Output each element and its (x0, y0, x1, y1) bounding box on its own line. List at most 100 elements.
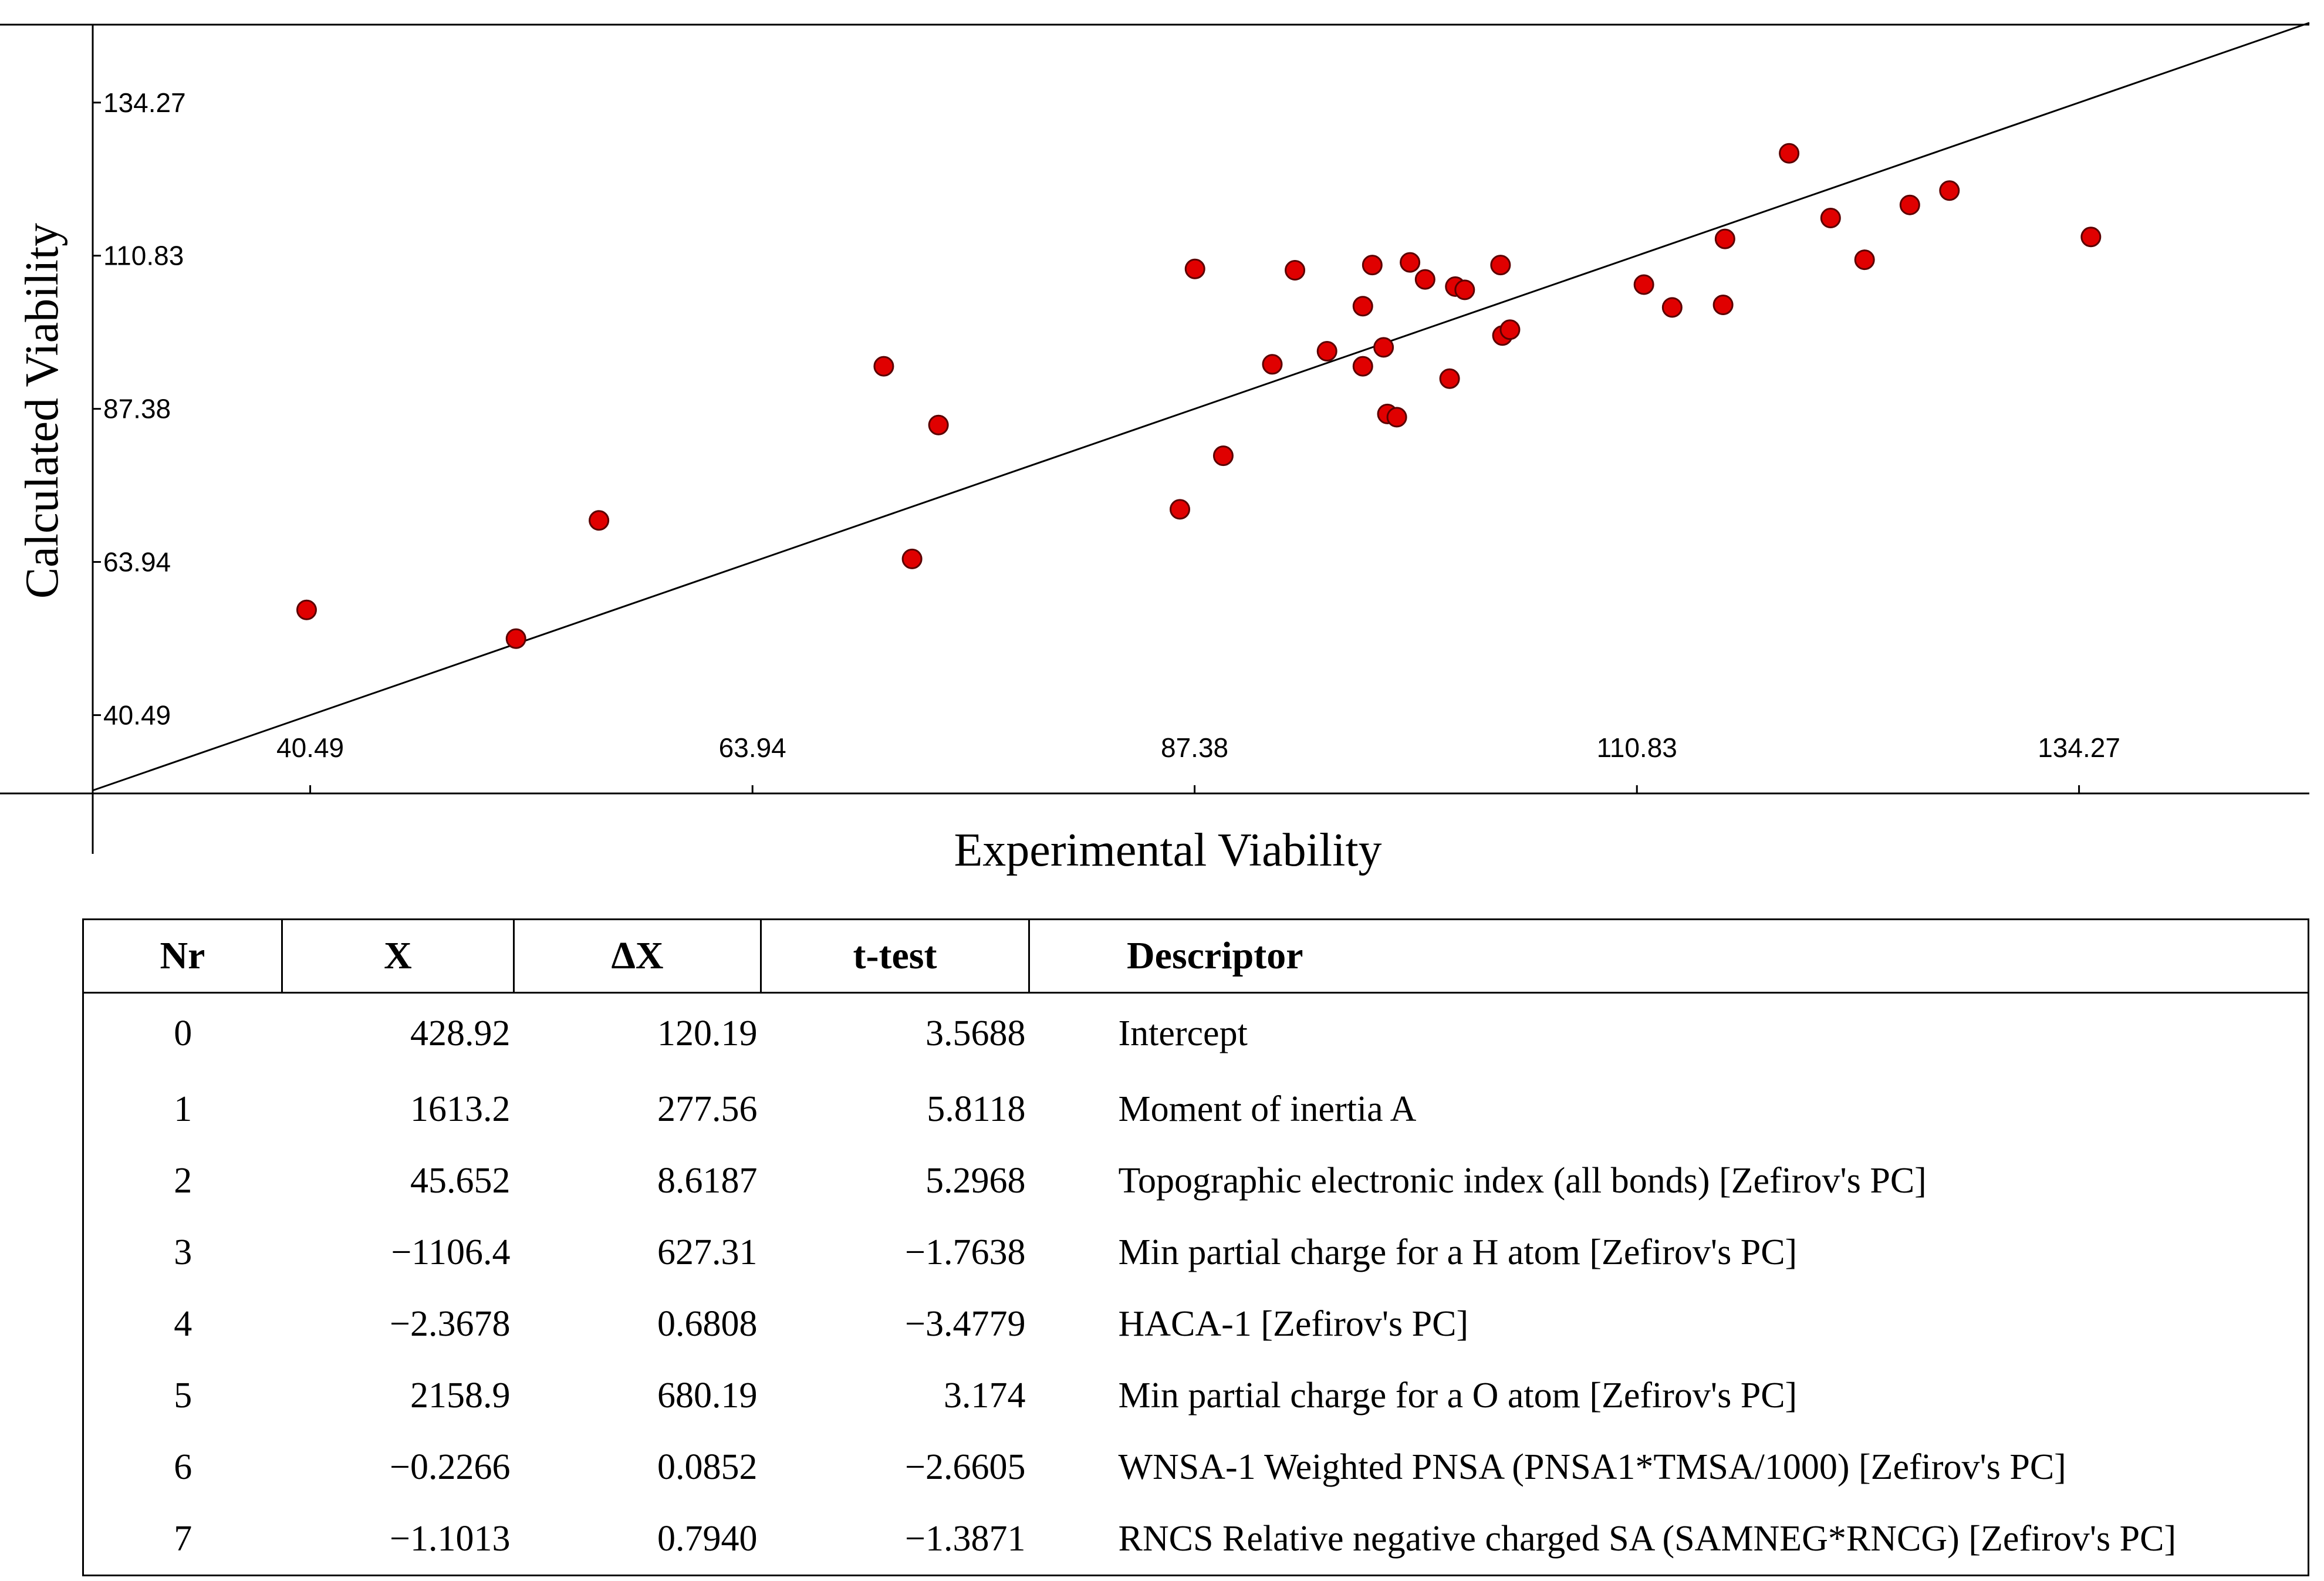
data-point (1820, 207, 1841, 228)
data-point (505, 628, 526, 649)
cell-x: 45.652 (410, 1160, 511, 1201)
scatter-chart: 40.49 63.94 87.38 110.83 134.27 40.49 63.94 87.… (0, 22, 2310, 876)
cell-descriptor: Min partial charge for a O atom [Zefirov… (1118, 1375, 1798, 1416)
data-point (1661, 297, 1683, 318)
cell-descriptor: Topographic electronic index (all bonds)… (1118, 1160, 1927, 1201)
y-tick-label: 134.27 (103, 87, 186, 118)
cell-x: −2.3678 (390, 1303, 511, 1344)
data-point (873, 356, 894, 377)
cell-t-test: −2.6605 (905, 1447, 1026, 1487)
data-point (1633, 274, 1654, 295)
cell-delta-x: 680.19 (657, 1375, 758, 1416)
cell-nr: 2 (174, 1160, 192, 1201)
y-tick-label: 110.83 (103, 241, 184, 271)
cell-delta-x: 0.7940 (657, 1518, 758, 1559)
cell-x: −1.1013 (390, 1518, 511, 1559)
x-tick-label: 110.83 (1597, 732, 1677, 763)
cell-descriptor: Moment of inertia A (1118, 1089, 1417, 1129)
cell-delta-x: 120.19 (657, 1013, 758, 1053)
data-point (1212, 445, 1234, 467)
data-point (1352, 356, 1373, 377)
cell-descriptor: Min partial charge for a H atom [Zefirov… (1118, 1232, 1798, 1272)
data-point (1285, 259, 1306, 281)
data-point (1362, 255, 1383, 276)
data-point (1854, 249, 1875, 271)
cell-t-test: 3.174 (944, 1375, 1026, 1416)
data-point (928, 414, 949, 435)
table-header-row: Nr X ΔX t-test Descriptor (83, 919, 2309, 994)
data-point (1414, 269, 1435, 290)
cell-descriptor: WNSA-1 Weighted PNSA (PNSA1*TMSA/1000) [… (1118, 1447, 2066, 1487)
y-tick-label: 40.49 (103, 700, 171, 731)
cell-nr: 0 (174, 1013, 192, 1053)
data-point (589, 510, 610, 531)
cell-t-test: −1.3871 (905, 1518, 1026, 1559)
cell-x: −0.2266 (390, 1447, 511, 1487)
x-tick-label: 87.38 (1161, 732, 1228, 763)
table-row: 0 428.92 120.19 3.5688 Intercept (83, 993, 2309, 1074)
data-points (296, 143, 2102, 649)
table-row: 4 −2.3678 0.6808 −3.4779 HACA-1 [Zefirov's P… (83, 1288, 2309, 1360)
cell-t-test: 5.2968 (925, 1160, 1026, 1201)
data-point (1170, 499, 1191, 520)
header-t-test: t-test (760, 919, 1029, 994)
x-tick-label: 63.94 (719, 732, 786, 763)
table-row: 5 2158.9 680.19 3.174 Min partial charge for… (83, 1360, 2309, 1431)
cell-x: 2158.9 (410, 1375, 511, 1416)
cell-descriptor: HACA-1 [Zefirov's PC] (1118, 1303, 1469, 1344)
y-tick-label: 63.94 (103, 547, 171, 577)
cell-descriptor: Intercept (1118, 1013, 1248, 1053)
data-point (1490, 255, 1511, 276)
data-point (1316, 340, 1337, 362)
table-row: 6 −0.2266 0.0852 −2.6605 WNSA-1 Weighted PNS… (83, 1431, 2309, 1503)
table-body: 0 428.92 120.19 3.5688 Intercept 1 1613.2 277.5… (83, 993, 2309, 1576)
cell-x: 428.92 (410, 1013, 511, 1053)
x-tick-label: 134.27 (2038, 732, 2120, 763)
x-tick-label: 40.49 (276, 732, 344, 763)
data-point (1779, 143, 1800, 164)
x-axis-title: Experimental Viability (954, 825, 1381, 876)
data-point (1262, 354, 1283, 375)
cell-delta-x: 0.0852 (657, 1447, 758, 1487)
data-point (1386, 407, 1407, 428)
cell-delta-x: 277.56 (657, 1089, 758, 1129)
data-point (1454, 279, 1475, 300)
y-tick-label: 87.38 (103, 394, 171, 424)
regression-table: Nr X ΔX t-test Descriptor 0 428.92 120.19 3… (82, 918, 2309, 1576)
cell-t-test: −3.4779 (905, 1303, 1026, 1344)
cell-x: −1106.4 (391, 1232, 511, 1272)
cell-t-test: 5.8118 (927, 1089, 1026, 1129)
cell-nr: 6 (174, 1447, 192, 1487)
data-point (1714, 228, 1735, 249)
cell-t-test: −1.7638 (905, 1232, 1026, 1272)
header-nr: Nr (83, 919, 282, 994)
data-point (1939, 180, 1960, 201)
data-point (1184, 258, 1205, 279)
header-descriptor: Descriptor (1028, 919, 2309, 994)
cell-t-test: 3.5688 (925, 1013, 1026, 1053)
cell-delta-x: 0.6808 (657, 1303, 758, 1344)
data-point (1400, 252, 1421, 273)
cell-nr: 4 (174, 1303, 192, 1344)
table-row: 3 −1106.4 627.31 −1.7638 Min partial charge … (83, 1217, 2309, 1288)
data-point (2080, 227, 2102, 248)
cell-descriptor: RNCS Relative negative charged SA (SAMNE… (1118, 1518, 2177, 1559)
cell-nr: 7 (174, 1518, 192, 1559)
chart-axes: 40.49 63.94 87.38 110.83 134.27 40.49 63.94 87.… (0, 23, 2309, 854)
cell-nr: 1 (174, 1089, 192, 1129)
cell-delta-x: 8.6187 (657, 1160, 758, 1201)
header-delta-x: ΔX (513, 919, 761, 994)
fit-line (92, 22, 2310, 792)
data-point (296, 599, 317, 620)
cell-delta-x: 627.31 (657, 1232, 758, 1272)
data-point (1352, 296, 1373, 317)
data-point (901, 548, 923, 569)
table-row: 7 −1.1013 0.7940 −1.3871 RNCS Relative negat… (83, 1503, 2309, 1576)
table-row: 1 1613.2 277.56 5.8118 Moment of inertia A (83, 1073, 2309, 1145)
data-point (1373, 337, 1394, 358)
cell-nr: 5 (174, 1375, 192, 1416)
data-point (1499, 319, 1521, 340)
cell-nr: 3 (174, 1232, 192, 1272)
data-point (1439, 368, 1460, 389)
table-row: 2 45.652 8.6187 5.2968 Topographic electroni… (83, 1145, 2309, 1217)
